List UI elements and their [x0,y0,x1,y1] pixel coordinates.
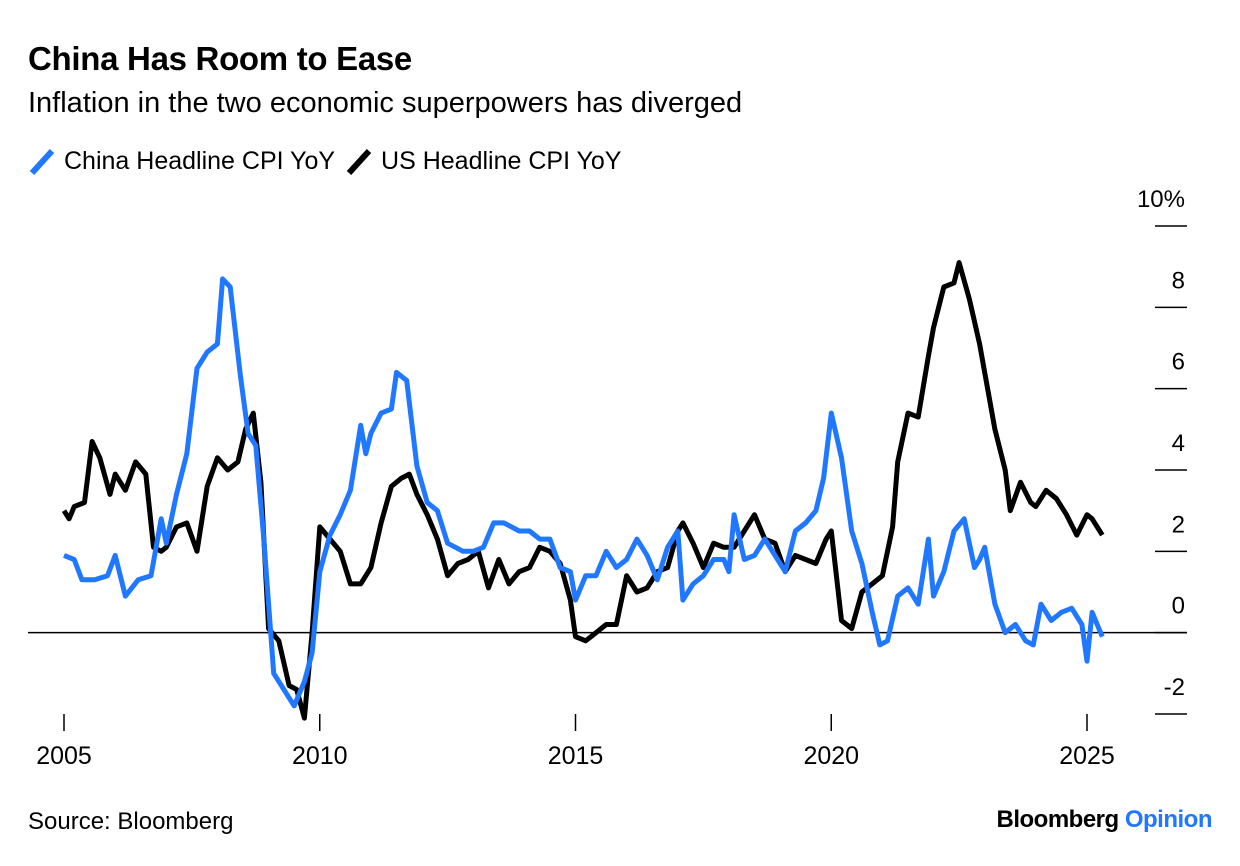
brand-logo: Bloomberg Opinion [997,806,1213,834]
source-note: Source: Bloomberg [28,808,234,835]
y-tick-label: 4 [1172,430,1185,457]
legend-swatch-china [29,148,55,175]
series-line-china [63,276,1105,709]
y-tick-label: 2 [1172,511,1185,538]
y-tick-label: 8 [1172,267,1185,294]
x-tick-label: 2020 [803,742,859,770]
chart-title: China Has Room to Ease [28,40,412,77]
chart-subtitle: Inflation in the two economic superpower… [28,87,743,119]
legend-swatch-us [346,148,372,175]
legend-label-china: China Headline CPI YoY [64,147,336,175]
series-line-us [61,260,1105,721]
brand-primary: Bloomberg [996,806,1120,833]
chart-legend: China Headline CPI YoY US Headline CPI Y… [28,147,631,176]
y-tick-label: 6 [1172,349,1185,376]
y-tick-label: 10% [1137,186,1185,213]
legend-item-china: China Headline CPI YoY [28,147,335,176]
x-tick-label: 2010 [292,742,348,770]
y-tick-label: -2 [1164,674,1185,701]
brand-secondary: Opinion [1124,806,1213,833]
x-tick-label: 2025 [1059,742,1115,770]
y-tick-label: 0 [1172,593,1185,620]
legend-item-us: US Headline CPI YoY [345,147,621,176]
legend-label-us: US Headline CPI YoY [381,147,622,175]
x-tick-label: 2015 [548,742,604,770]
x-tick-label: 2005 [36,742,92,770]
